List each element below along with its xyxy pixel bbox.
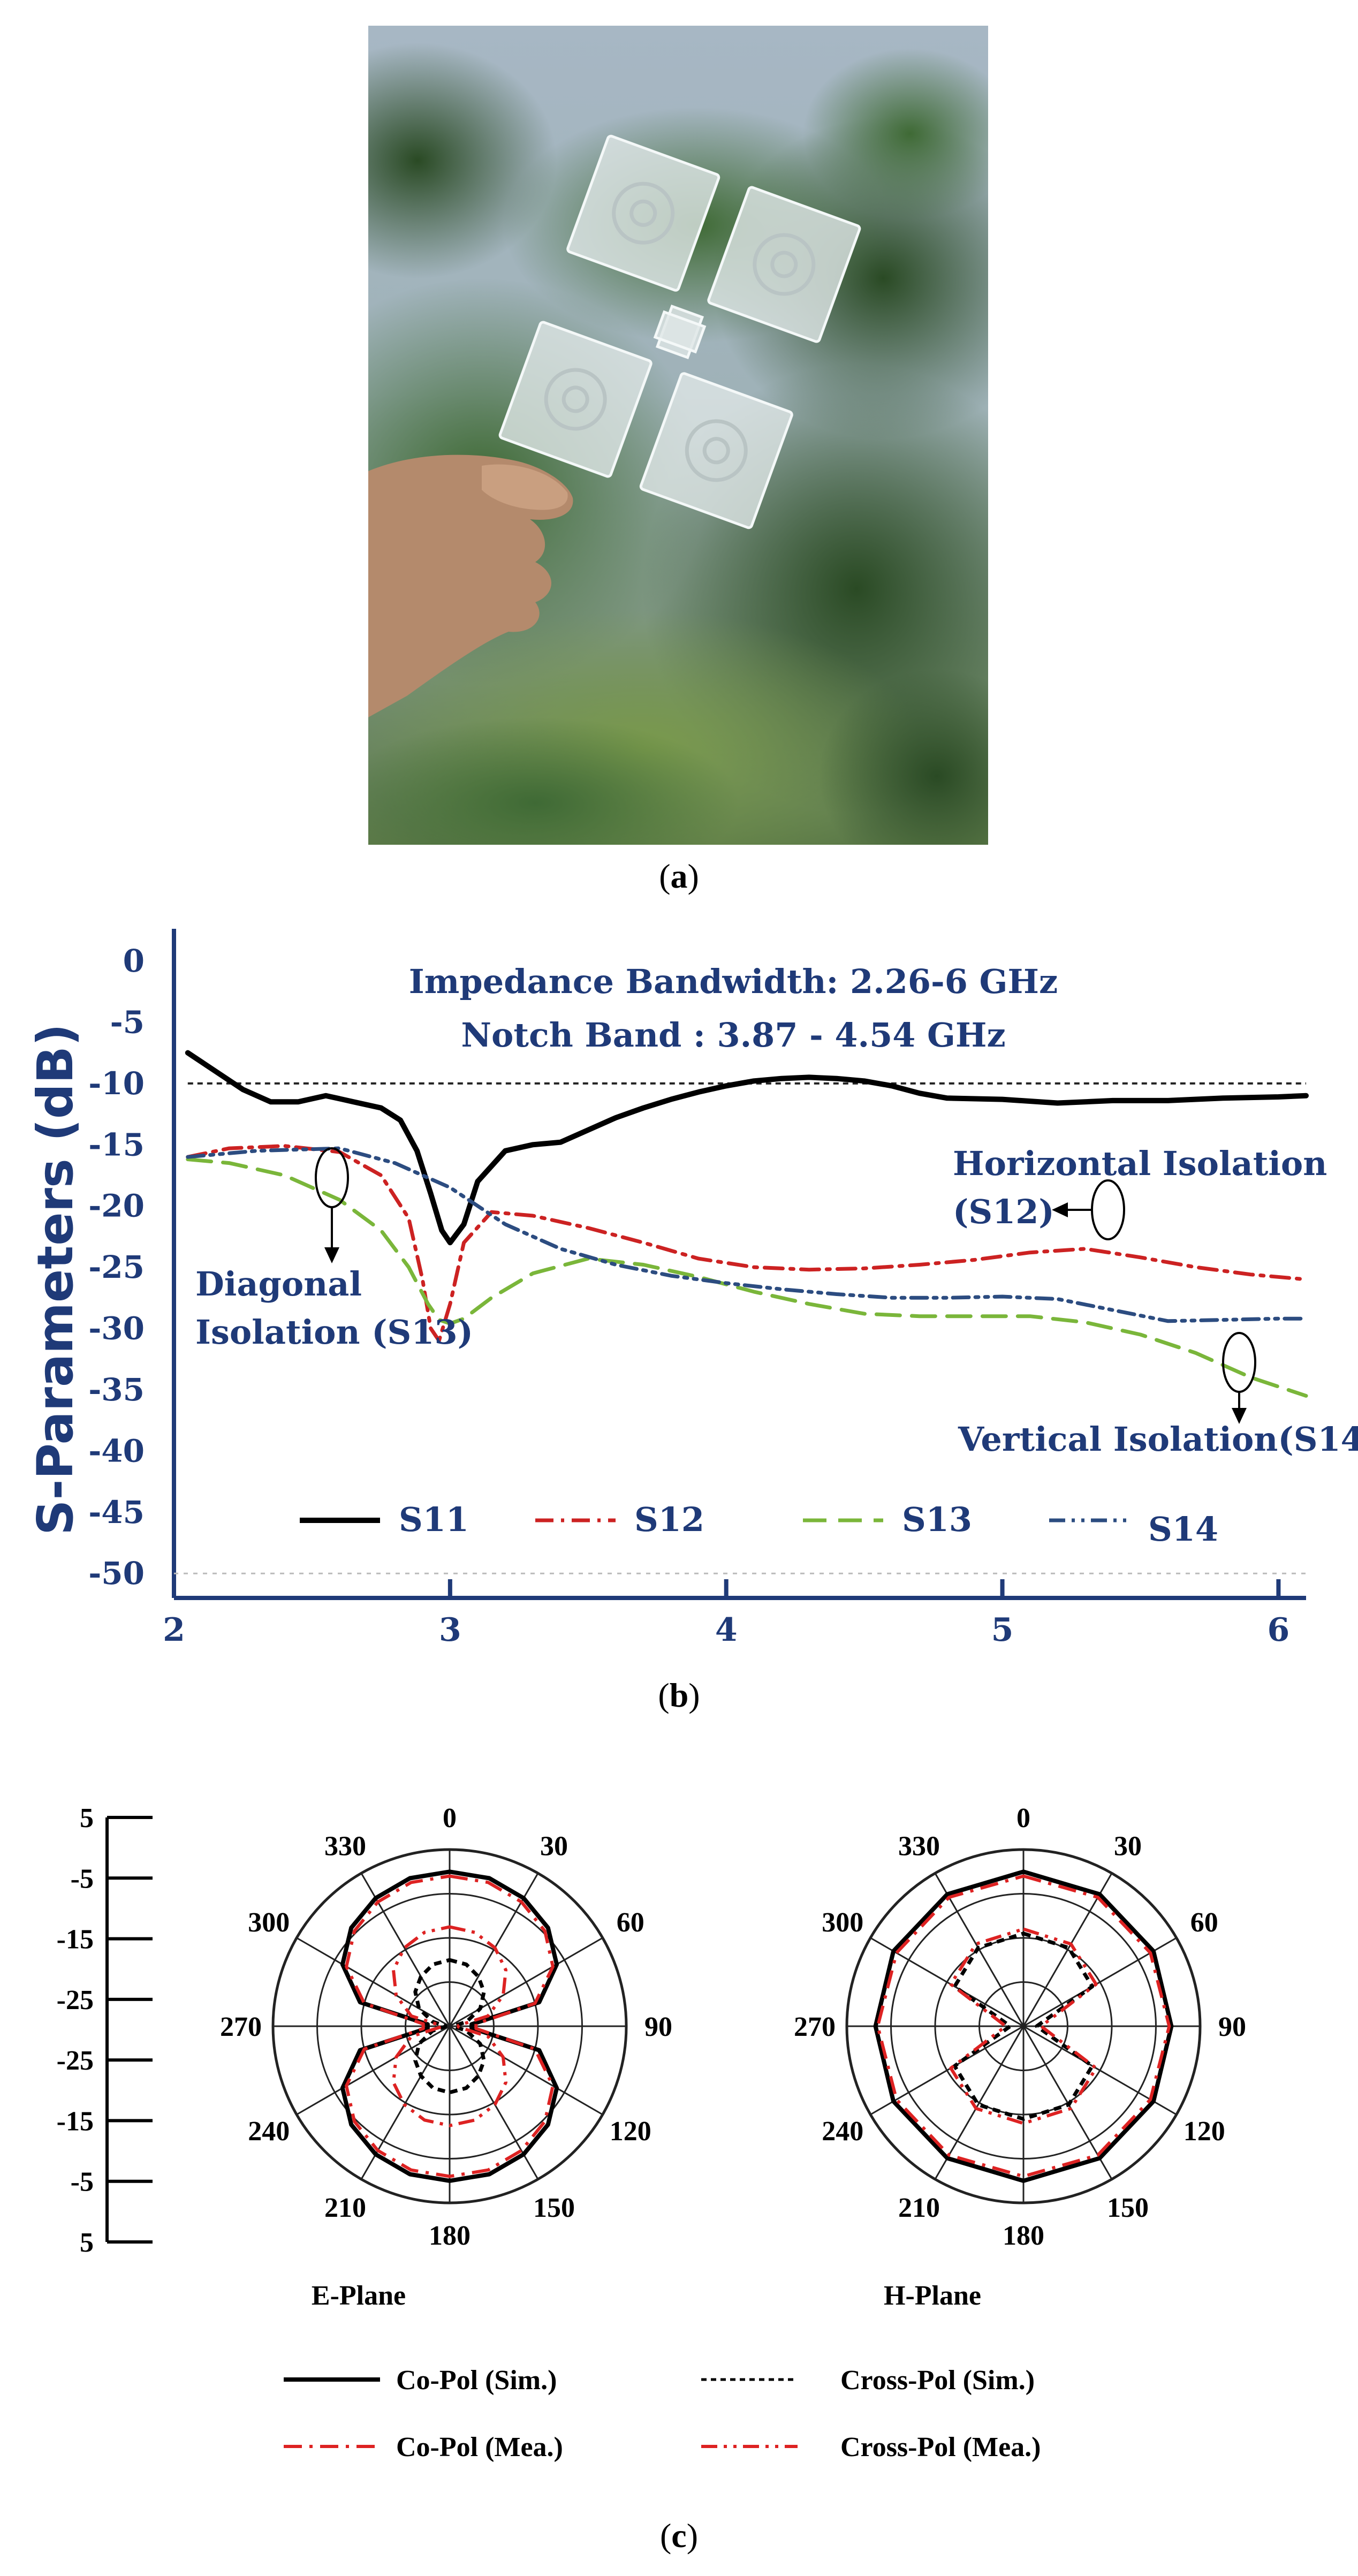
polar-spoke (449, 2025, 603, 2116)
caption-c: (c) (659, 2517, 699, 2555)
series-line-s13 (186, 1157, 1308, 1398)
series-line-s14 (186, 1146, 1308, 1323)
polar-angle-label: 210 (324, 2193, 366, 2223)
polar-angle-label: 300 (248, 1907, 290, 1938)
polar-angle-label: 60 (617, 1907, 644, 1938)
diagonal-label: Diagonal (195, 1264, 362, 1304)
co-pol-mea-trace (876, 1874, 1171, 2178)
polar-spoke (449, 1873, 539, 2027)
scale-tick-label: -5 (71, 1863, 94, 1894)
scale-tick-label: 5 (80, 1803, 94, 1833)
legend-label-s13: S13 (902, 1500, 972, 1539)
scale-tick-label: -5 (71, 2167, 94, 2198)
caption-b: (b) (658, 1676, 700, 1714)
plane-title: E-Plane (312, 2280, 406, 2311)
polar-angle-label: 0 (1016, 1803, 1030, 1833)
series-line-s11 (185, 1050, 1309, 1246)
y-tick-label: -5 (110, 1004, 145, 1040)
polar-angle-label: 240 (822, 2116, 863, 2147)
y-tick-label: -40 (88, 1433, 145, 1469)
legend-label-cross-sim: Cross-Pol (Sim.) (840, 2365, 1035, 2396)
polar-angle-label: 150 (1107, 2193, 1149, 2223)
polar-angle-label: 270 (794, 2012, 836, 2042)
y-tick-label: -20 (88, 1188, 145, 1224)
legend-label-s12: S12 (634, 1500, 704, 1539)
callout-arrowhead (1232, 1408, 1247, 1424)
polar-angle-label: 300 (822, 1907, 863, 1938)
x-tick-label: 4 (715, 1611, 738, 1649)
cross-pol-mea-trace (949, 1927, 1098, 2125)
cross-pol-sim-trace (413, 1958, 486, 2095)
polar-angle-label: 120 (610, 2116, 651, 2147)
legend-label-s11: S11 (399, 1500, 469, 1539)
cross-pol-mea-trace (392, 1925, 507, 2127)
horizontal-label: Horizontal Isolation (953, 1144, 1327, 1183)
y-tick-label: -50 (88, 1555, 145, 1592)
polar-angle-label: 180 (429, 2221, 471, 2251)
polar-spoke (870, 2025, 1024, 2116)
polar-spoke (449, 2026, 539, 2180)
y-tick-label: -35 (88, 1372, 145, 1408)
x-tick-label: 5 (991, 1611, 1014, 1649)
notch-annotation: Notch Band : 3.87 - 4.54 GHz (461, 1016, 1005, 1055)
x-tick-label: 6 (1268, 1611, 1290, 1649)
horizontal-label: (S12) (953, 1192, 1054, 1231)
co-pol-sim-trace (340, 1869, 559, 2183)
polar-angle-label: 180 (1003, 2221, 1044, 2251)
co-pol-mea-trace (345, 1874, 555, 2178)
polar-spoke (360, 2026, 451, 2180)
antenna-photo (368, 26, 988, 845)
scale-tick-label: -15 (57, 1925, 94, 1955)
legend-label-s14: S14 (1148, 1510, 1218, 1549)
scale-tick-label: -25 (57, 1985, 94, 2016)
y-tick-label: -30 (88, 1310, 145, 1347)
legend-label-co-sim: Co-Pol (Sim.) (396, 2365, 557, 2396)
co-pol-sim-trace (873, 1869, 1174, 2183)
polar-angle-label: 210 (898, 2193, 940, 2223)
cross-pol-sim-trace (952, 1931, 1095, 2121)
polar-angle-label: 330 (324, 1831, 366, 1861)
y-axis-label: S-Parameters (dB) (27, 1024, 84, 1535)
series-line-s12 (186, 1144, 1308, 1343)
callout-arrowhead (1052, 1202, 1068, 1217)
polar-angle-label: 240 (248, 2116, 290, 2147)
polar-angle-label: 30 (540, 1831, 568, 1861)
polar-angle-label: 150 (533, 2193, 575, 2223)
y-tick-label: 0 (123, 943, 145, 979)
polar-angle-label: 90 (644, 2012, 672, 2042)
y-tick-label: -10 (88, 1065, 145, 1102)
diagonal-label: Isolation (S13) (195, 1313, 473, 1352)
polar-angle-label: 330 (898, 1831, 940, 1861)
polar-angle-label: 270 (220, 2012, 262, 2042)
legend-label-co-mea: Co-Pol (Mea.) (396, 2432, 563, 2463)
scale-tick-label: -25 (57, 2045, 94, 2076)
polar-spoke (870, 1937, 1024, 2027)
polar-angle-label: 30 (1114, 1831, 1142, 1861)
x-tick-label: 3 (439, 1611, 461, 1649)
x-tick-label: 2 (163, 1611, 185, 1649)
callout-arrowhead (324, 1247, 339, 1263)
polar-angle-label: 90 (1218, 2012, 1246, 2042)
polar-spoke (360, 1873, 451, 2027)
polar-spoke (296, 2025, 450, 2116)
y-tick-label: -25 (88, 1249, 145, 1285)
scale-tick-label: -15 (57, 2106, 94, 2136)
y-tick-label: -45 (88, 1494, 145, 1531)
polar-angle-label: 120 (1183, 2116, 1225, 2147)
polar-angle-label: 60 (1190, 1907, 1218, 1938)
polar-spoke (296, 1937, 450, 2027)
caption-a: (a) (659, 857, 699, 895)
polar-angle-label: 0 (443, 1803, 457, 1833)
polar-spoke (449, 1937, 603, 2027)
scale-tick-label: 5 (80, 2228, 94, 2258)
vertical-label: Vertical Isolation(S14) (958, 1420, 1358, 1459)
plane-title: H-Plane (884, 2280, 981, 2311)
legend-label-cross-mea: Cross-Pol (Mea.) (840, 2432, 1041, 2463)
y-tick-label: -15 (88, 1126, 145, 1163)
bandwidth-annotation: Impedance Bandwidth: 2.26-6 GHz (409, 962, 1058, 1001)
